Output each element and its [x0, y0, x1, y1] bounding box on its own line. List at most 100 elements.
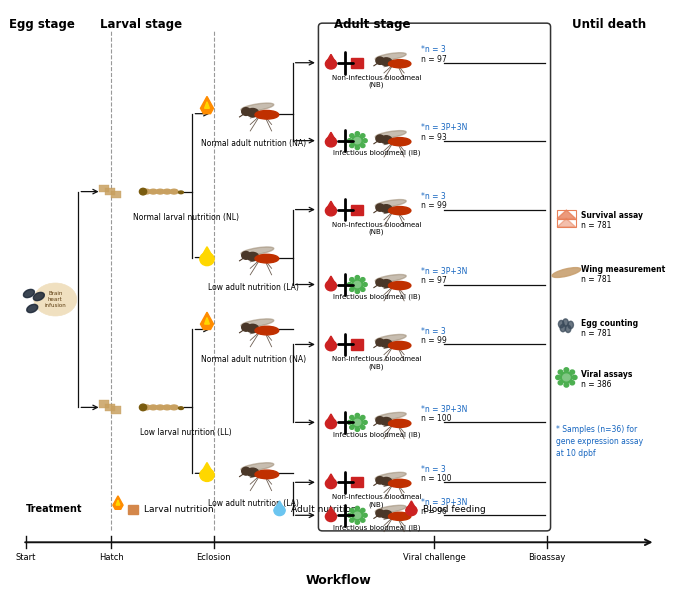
- Ellipse shape: [552, 267, 581, 278]
- Ellipse shape: [163, 405, 171, 410]
- FancyBboxPatch shape: [319, 23, 551, 531]
- Circle shape: [356, 146, 360, 149]
- Text: *n = 3P+3N: *n = 3P+3N: [421, 123, 468, 132]
- Text: Low larval nutrition (LL): Low larval nutrition (LL): [140, 428, 232, 437]
- Circle shape: [347, 139, 352, 143]
- Circle shape: [350, 143, 354, 148]
- Circle shape: [562, 374, 570, 381]
- Circle shape: [274, 506, 285, 515]
- Ellipse shape: [381, 136, 392, 143]
- Text: n = 97: n = 97: [421, 54, 447, 64]
- Circle shape: [325, 281, 336, 291]
- Circle shape: [200, 468, 214, 482]
- Circle shape: [350, 518, 354, 522]
- Circle shape: [352, 280, 363, 290]
- Text: Low adult nutrition (LA): Low adult nutrition (LA): [208, 283, 299, 292]
- Ellipse shape: [149, 189, 158, 194]
- Circle shape: [350, 425, 354, 430]
- Ellipse shape: [568, 321, 573, 329]
- Circle shape: [356, 132, 360, 136]
- Circle shape: [363, 139, 367, 143]
- Ellipse shape: [381, 339, 392, 347]
- Circle shape: [570, 381, 575, 385]
- Ellipse shape: [247, 324, 258, 333]
- Text: Infectious bloodmeal (IB): Infectious bloodmeal (IB): [333, 431, 420, 438]
- Text: Adult nutrition: Adult nutrition: [291, 505, 357, 514]
- Ellipse shape: [388, 281, 411, 290]
- Ellipse shape: [381, 477, 392, 485]
- Polygon shape: [325, 276, 336, 286]
- Ellipse shape: [388, 60, 411, 68]
- Circle shape: [360, 416, 365, 419]
- Circle shape: [354, 419, 361, 425]
- Text: Infectious bloodmeal (IB): Infectious bloodmeal (IB): [333, 525, 420, 531]
- Polygon shape: [325, 54, 336, 64]
- Circle shape: [560, 372, 573, 383]
- Ellipse shape: [560, 324, 566, 332]
- Ellipse shape: [381, 280, 392, 287]
- Text: n = 99: n = 99: [421, 201, 447, 211]
- Text: Brain
heart
infusion: Brain heart infusion: [45, 291, 66, 308]
- Circle shape: [376, 477, 384, 484]
- Ellipse shape: [179, 407, 184, 410]
- Ellipse shape: [381, 511, 392, 518]
- Polygon shape: [274, 501, 285, 511]
- Circle shape: [360, 518, 365, 522]
- Text: n = 781: n = 781: [581, 221, 611, 231]
- Ellipse shape: [34, 292, 45, 301]
- Ellipse shape: [255, 326, 279, 335]
- Ellipse shape: [241, 247, 274, 255]
- Circle shape: [325, 341, 336, 351]
- Circle shape: [376, 509, 384, 517]
- Ellipse shape: [241, 463, 274, 471]
- Polygon shape: [205, 318, 210, 324]
- Text: *n = 3P+3N: *n = 3P+3N: [421, 405, 468, 414]
- Polygon shape: [325, 132, 336, 142]
- Circle shape: [140, 188, 147, 195]
- Circle shape: [356, 413, 360, 417]
- Circle shape: [558, 381, 563, 385]
- Ellipse shape: [375, 505, 406, 513]
- Text: Adult stage: Adult stage: [334, 18, 410, 31]
- Text: Workflow: Workflow: [306, 574, 372, 587]
- Text: Egg counting: Egg counting: [581, 319, 638, 328]
- Text: Wing measurement: Wing measurement: [581, 265, 665, 274]
- Text: n = 99: n = 99: [421, 336, 447, 345]
- Text: Eclosion: Eclosion: [197, 553, 231, 562]
- Ellipse shape: [34, 283, 77, 316]
- Text: Infectious bloodmeal (IB): Infectious bloodmeal (IB): [333, 293, 420, 300]
- Circle shape: [363, 420, 367, 424]
- Bar: [351, 57, 363, 68]
- Ellipse shape: [247, 468, 258, 476]
- Ellipse shape: [381, 204, 392, 212]
- Text: *n = 3P+3N: *n = 3P+3N: [421, 498, 468, 506]
- Circle shape: [354, 512, 361, 518]
- Text: Normal adult nutrition (NA): Normal adult nutrition (NA): [201, 355, 306, 364]
- Ellipse shape: [163, 189, 171, 194]
- Text: Start: Start: [16, 553, 36, 562]
- Circle shape: [573, 375, 577, 379]
- Circle shape: [347, 420, 352, 424]
- Text: Egg stage: Egg stage: [9, 18, 75, 31]
- Ellipse shape: [375, 275, 406, 283]
- Circle shape: [558, 370, 563, 374]
- Polygon shape: [113, 496, 123, 509]
- Polygon shape: [201, 96, 214, 114]
- Ellipse shape: [375, 131, 406, 139]
- Ellipse shape: [23, 289, 34, 298]
- Circle shape: [242, 252, 250, 260]
- Text: n = 781: n = 781: [581, 275, 611, 284]
- Ellipse shape: [241, 103, 274, 111]
- Ellipse shape: [558, 321, 564, 328]
- Circle shape: [360, 278, 365, 281]
- Ellipse shape: [149, 405, 158, 410]
- Circle shape: [354, 137, 361, 144]
- Polygon shape: [200, 247, 214, 259]
- Text: Treatment: Treatment: [25, 505, 82, 514]
- Circle shape: [242, 324, 250, 331]
- Text: Survival assay: Survival assay: [581, 211, 643, 220]
- Ellipse shape: [27, 304, 38, 313]
- Ellipse shape: [156, 405, 164, 410]
- Circle shape: [352, 417, 363, 428]
- Text: Hatch: Hatch: [99, 553, 124, 562]
